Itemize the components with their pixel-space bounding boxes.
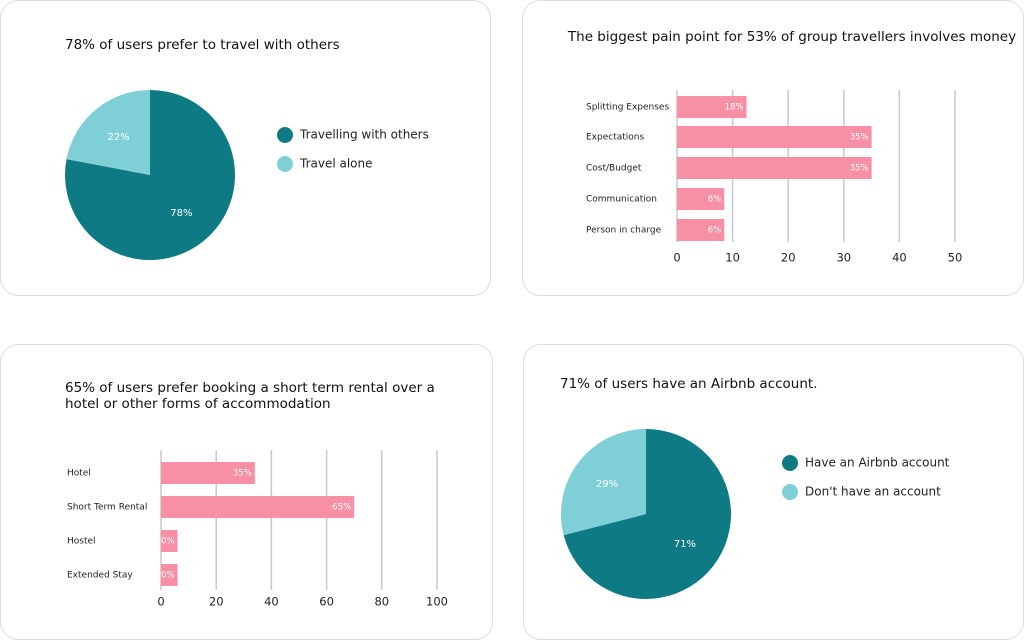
- slice-label: 29%: [596, 479, 618, 490]
- y-tick-label: Communication: [586, 195, 657, 205]
- y-tick-label: Extended Stay: [67, 571, 133, 581]
- x-tick-label: 20: [209, 595, 224, 609]
- slice-label: 78%: [170, 208, 192, 219]
- bar: [677, 157, 872, 179]
- x-tick-label: 40: [892, 251, 907, 265]
- y-tick-label: Hotel: [67, 469, 91, 479]
- y-tick-label: Splitting Expenses: [586, 103, 669, 113]
- y-tick-label: Cost/Budget: [586, 164, 642, 174]
- bar-label: 35%: [233, 469, 252, 479]
- x-tick-label: 0: [157, 595, 164, 609]
- bar: [161, 564, 178, 586]
- bar: [161, 530, 178, 552]
- x-tick-label: 60: [319, 595, 334, 609]
- x-tick-label: 30: [836, 251, 851, 265]
- chart-title: 78% of users prefer to travel with other…: [65, 37, 340, 53]
- legend-label: Travelling with others: [299, 128, 429, 142]
- legend-swatch: [782, 455, 798, 471]
- x-tick-label: 100: [426, 595, 448, 609]
- chart-title: 71% of users have an Airbnb account.: [560, 376, 818, 392]
- pie-slice: [563, 429, 731, 600]
- bar: [677, 219, 725, 241]
- bar-label: 65%: [332, 503, 351, 513]
- legend-label: Travel alone: [299, 157, 373, 171]
- bar: [677, 96, 747, 118]
- x-tick-label: 40: [264, 595, 279, 609]
- bar-label: 35%: [850, 164, 869, 174]
- y-tick-label: Hostel: [67, 537, 96, 547]
- bar-label: 0%: [161, 571, 175, 581]
- chart-title: The biggest pain point for 53% of group …: [567, 29, 1016, 45]
- bar: [161, 462, 255, 484]
- y-tick-label: Person in charge: [586, 226, 662, 236]
- bar-label: 18%: [725, 103, 744, 113]
- x-tick-label: 20: [781, 251, 796, 265]
- legend-swatch: [782, 484, 798, 500]
- y-tick-label: Expectations: [586, 133, 644, 143]
- legend-swatch: [277, 156, 293, 172]
- y-tick-label: Short Term Rental: [67, 503, 147, 513]
- x-tick-label: 10: [725, 251, 740, 265]
- bar: [161, 496, 355, 518]
- pie-slice: [560, 429, 646, 536]
- x-tick-label: 80: [374, 595, 389, 609]
- chart-title: 65% of users prefer booking a short term…: [65, 380, 435, 412]
- pie-slice: [66, 90, 150, 175]
- slice-label: 22%: [107, 132, 129, 143]
- bar: [677, 188, 725, 210]
- x-tick-label: 50: [948, 251, 963, 265]
- bar-label: 35%: [850, 133, 869, 143]
- bar-label: 6%: [708, 226, 722, 236]
- bar: [677, 126, 872, 148]
- bar-label: 6%: [708, 195, 722, 205]
- legend-label: Have an Airbnb account: [805, 456, 950, 470]
- x-tick-label: 0: [673, 251, 680, 265]
- legend-swatch: [277, 127, 293, 143]
- legend-label: Don't have an account: [805, 485, 941, 499]
- slice-label: 71%: [674, 539, 696, 550]
- bar-label: 0%: [161, 537, 175, 547]
